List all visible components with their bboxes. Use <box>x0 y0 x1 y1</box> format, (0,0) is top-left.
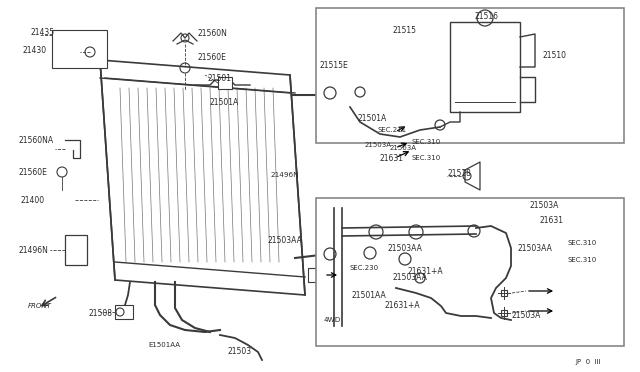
Text: 21631: 21631 <box>540 215 564 224</box>
Text: 21518: 21518 <box>448 169 472 177</box>
Text: 21503AA: 21503AA <box>518 244 553 253</box>
Bar <box>501 310 507 316</box>
Text: JP  0  III: JP 0 III <box>575 359 600 365</box>
Text: 21501AA: 21501AA <box>352 291 387 299</box>
Text: 21631+A: 21631+A <box>408 267 444 276</box>
Text: 21503A: 21503A <box>512 311 541 320</box>
Text: SEC.211: SEC.211 <box>378 127 407 133</box>
Bar <box>218 77 232 89</box>
Bar <box>450 22 520 112</box>
Text: 21508: 21508 <box>88 310 112 318</box>
Text: 21430: 21430 <box>22 45 46 55</box>
Bar <box>501 290 507 296</box>
Text: 21560N: 21560N <box>198 29 228 38</box>
Text: SEC.310: SEC.310 <box>568 257 597 263</box>
Text: 21501A: 21501A <box>210 97 239 106</box>
Text: 4WD: 4WD <box>324 317 341 323</box>
Text: 21400: 21400 <box>20 196 44 205</box>
Text: 21503: 21503 <box>228 347 252 356</box>
Bar <box>115 305 133 319</box>
Text: 21503AA: 21503AA <box>268 235 303 244</box>
Text: 21631: 21631 <box>380 154 404 163</box>
Text: 21435: 21435 <box>30 28 54 36</box>
Bar <box>316 198 624 346</box>
Text: 21515E: 21515E <box>320 61 349 70</box>
Text: SEC.230: SEC.230 <box>350 265 379 271</box>
Text: 21503A: 21503A <box>530 201 559 209</box>
Text: 21515: 21515 <box>393 26 417 35</box>
Text: 21496N: 21496N <box>270 172 299 178</box>
Text: 21496N: 21496N <box>18 246 48 254</box>
Text: 21503A: 21503A <box>390 145 417 151</box>
Bar <box>350 84 368 96</box>
Text: 21503AA: 21503AA <box>388 244 423 253</box>
Text: 21560E: 21560E <box>18 167 47 176</box>
Text: SEC.310: SEC.310 <box>412 139 441 145</box>
Text: 21503AA: 21503AA <box>393 273 428 282</box>
Text: 21510: 21510 <box>543 51 567 60</box>
Bar <box>52 30 107 68</box>
Text: FRONT: FRONT <box>28 303 52 309</box>
Text: 21501: 21501 <box>208 74 232 83</box>
Text: 21631+A: 21631+A <box>385 301 420 310</box>
Bar <box>65 235 87 265</box>
Text: 21560E: 21560E <box>198 52 227 61</box>
Text: 21560NA: 21560NA <box>18 135 53 144</box>
Text: 21503A: 21503A <box>365 142 392 148</box>
Text: 21516: 21516 <box>475 12 499 20</box>
Text: E1501AA: E1501AA <box>148 342 180 348</box>
Bar <box>308 268 324 282</box>
Text: 21501A: 21501A <box>358 113 387 122</box>
Text: SEC.310: SEC.310 <box>568 240 597 246</box>
Bar <box>316 8 624 143</box>
Text: SEC.310: SEC.310 <box>412 155 441 161</box>
